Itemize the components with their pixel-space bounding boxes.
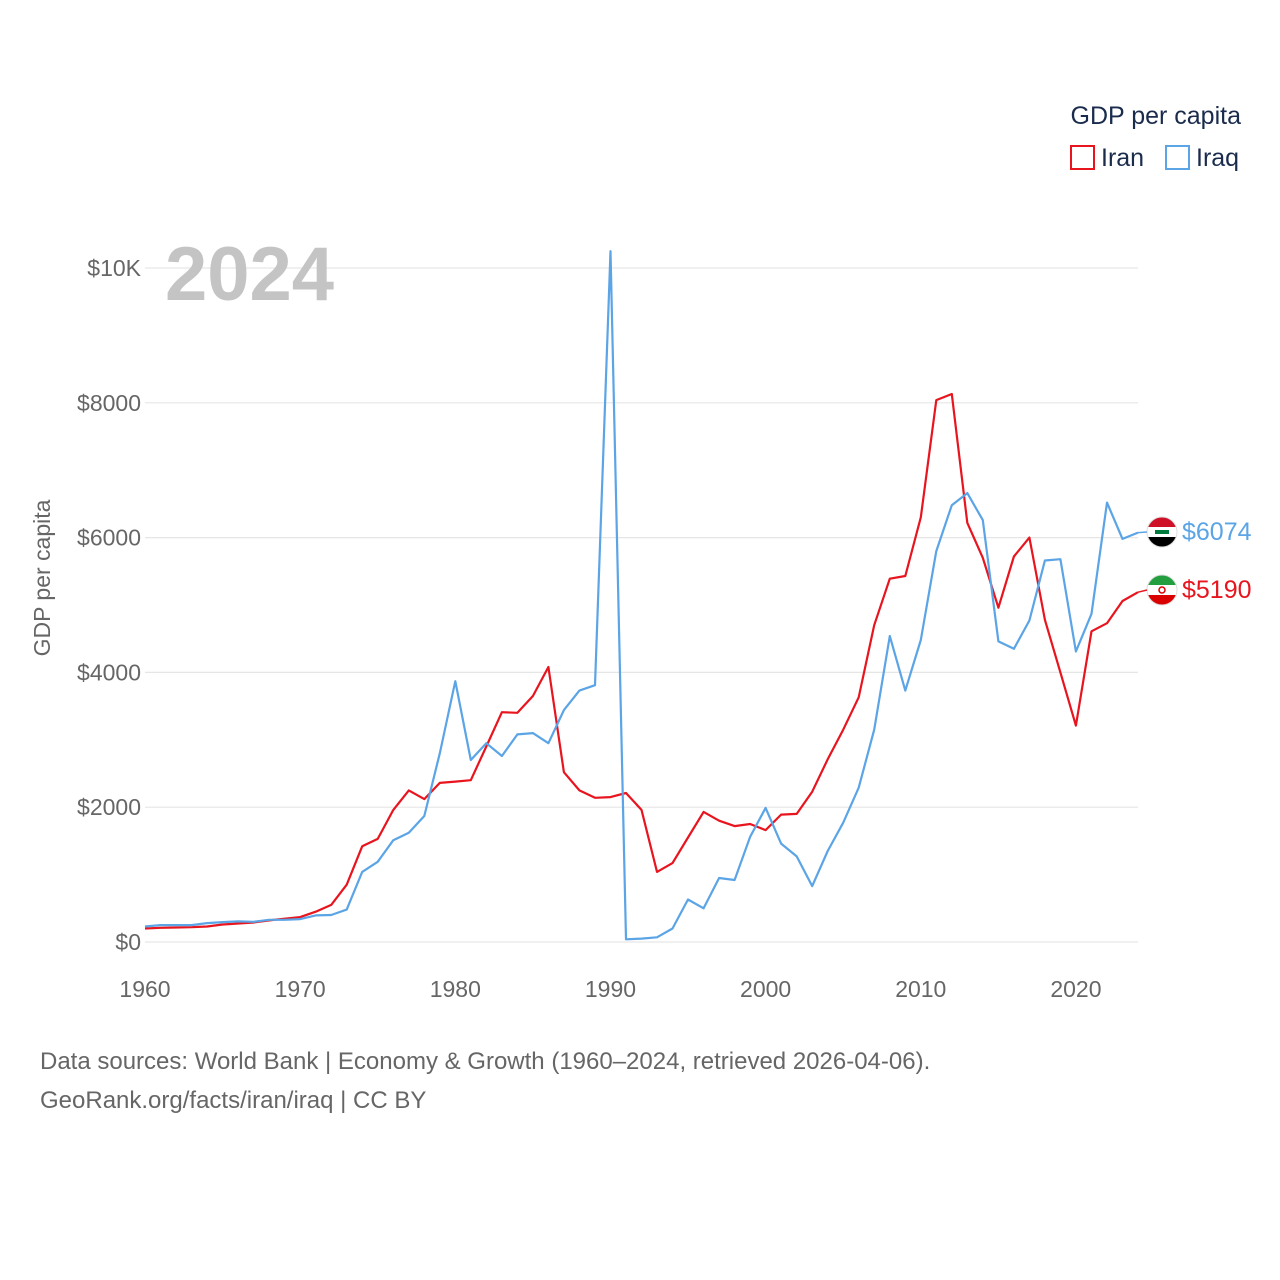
series-line-iran[interactable] xyxy=(144,392,1139,930)
legend-item-iran[interactable]: Iran xyxy=(1070,144,1144,172)
end-label-iran: $5190 xyxy=(1182,576,1252,604)
end-markers: $5190 $6074 xyxy=(1137,516,1252,606)
legend-label-iran: Iran xyxy=(1101,144,1144,172)
iraq-flag-icon xyxy=(1146,516,1178,548)
source-line-1: Data sources: World Bank | Economy & Gro… xyxy=(40,1048,931,1075)
x-tick-label: 2020 xyxy=(1050,976,1101,1002)
legend-swatch-iran xyxy=(1070,145,1095,170)
y-tick-label: $0 xyxy=(115,929,141,955)
x-tick-label: 1960 xyxy=(119,976,170,1002)
legend-label-iraq: Iraq xyxy=(1196,144,1239,172)
x-tick-label: 2010 xyxy=(895,976,946,1002)
x-tick-label: 1970 xyxy=(275,976,326,1002)
x-axis: 1960 1970 1980 1990 2000 2010 2020 xyxy=(119,976,1101,1002)
y-axis: $0 $2000 $4000 $6000 $8000 $10K xyxy=(77,255,142,955)
x-tick-label: 1980 xyxy=(430,976,481,1002)
y-tick-label: $10K xyxy=(87,255,141,281)
source-note: Data sources: World Bank | Economy & Gro… xyxy=(40,1042,1240,1120)
source-line-2: GeoRank.org/facts/iran/iraq | CC BY xyxy=(40,1087,427,1114)
y-axis-label: GDP per capita xyxy=(29,499,55,656)
year-label: 2024 xyxy=(165,232,334,317)
legend-swatch-iraq xyxy=(1165,145,1190,170)
y-tick-label: $6000 xyxy=(77,525,141,551)
x-tick-label: 2000 xyxy=(740,976,791,1002)
legend-item-iraq[interactable]: Iraq xyxy=(1165,144,1239,172)
grid-lines xyxy=(145,267,1138,943)
x-tick-label: 1990 xyxy=(585,976,636,1002)
y-tick-label: $2000 xyxy=(77,794,141,820)
legend: GDP per capita Iran Iraq xyxy=(1070,102,1242,172)
iran-flag-icon xyxy=(1146,574,1178,606)
end-label-iraq: $6074 xyxy=(1182,518,1252,546)
legend-title: GDP per capita xyxy=(1071,102,1242,130)
series-lines xyxy=(144,250,1139,941)
y-tick-label: $8000 xyxy=(77,390,141,416)
y-tick-label: $4000 xyxy=(77,659,141,685)
end-connector xyxy=(1137,589,1148,593)
series-line-iraq[interactable] xyxy=(144,250,1139,941)
end-connector xyxy=(1137,531,1148,534)
